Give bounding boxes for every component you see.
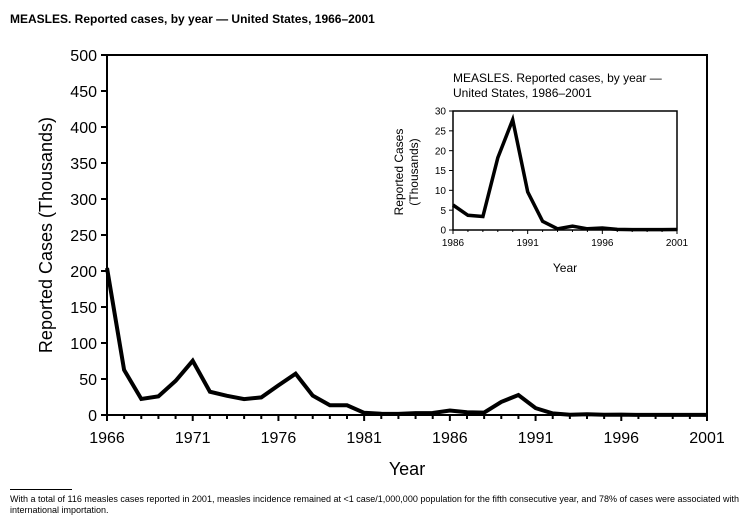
inset-x-tick-label: 1996: [591, 238, 614, 249]
main-y-tick-label: 50: [79, 372, 97, 389]
main-y-tick-label: 450: [70, 84, 97, 101]
main-series-line: [105, 267, 707, 417]
main-y-tick-label: 250: [70, 228, 97, 245]
main-y-tick-label: 150: [70, 300, 97, 317]
inset-y-axis-label-line1: Reported Cases: [392, 129, 406, 216]
main-y-tick-label: 350: [70, 156, 97, 173]
inset-x-tick-label: 1986: [442, 238, 465, 249]
main-x-tick-label: 1971: [175, 430, 211, 447]
main-y-tick-label: 0: [88, 408, 97, 425]
inset-y-tick-label: 25: [435, 126, 447, 137]
inset-y-tick-label: 5: [440, 206, 446, 217]
inset-title-line2: United States, 1986–2001: [453, 86, 592, 100]
main-x-axis-label: Year: [389, 459, 425, 479]
main-x-tick-label: 1976: [261, 430, 297, 447]
main-x-tick-label: 1986: [432, 430, 468, 447]
main-x-tick-label: 1966: [89, 430, 125, 447]
main-y-tick-label: 200: [70, 264, 97, 281]
inset-y-tick-label: 30: [435, 107, 447, 118]
main-y-tick-label: 400: [70, 120, 97, 137]
figure-title: MEASLES. Reported cases, by year — Unite…: [10, 12, 375, 26]
main-x-tick-label: 1981: [346, 430, 382, 447]
inset-x-axis-label: Year: [553, 261, 577, 275]
main-x-tick-label: 1991: [518, 430, 554, 447]
inset-y-tick-label: 10: [435, 186, 447, 197]
main-y-tick-label: 300: [70, 192, 97, 209]
main-x-tick-label: 1996: [603, 430, 639, 447]
footnote: With a total of 116 measles cases report…: [10, 494, 740, 515]
main-y-tick-label: 100: [70, 336, 97, 353]
main-y-axis-label: Reported Cases (Thousands): [36, 117, 56, 353]
inset-y-tick-label: 0: [440, 226, 446, 237]
main-y-tick-label: 500: [70, 48, 97, 65]
inset-x-tick-label: 1991: [517, 238, 540, 249]
inset-y-tick-label: 15: [435, 166, 447, 177]
inset-x-tick-label: 2001: [666, 238, 689, 249]
inset-background: [388, 60, 700, 288]
inset-y-tick-label: 20: [435, 146, 447, 157]
inset-y-axis-label-line2: (Thousands): [407, 138, 421, 205]
inset-title-line1: MEASLES. Reported cases, by year —: [453, 71, 662, 85]
footnote-rule: [10, 489, 72, 490]
main-x-tick-label: 2001: [689, 430, 725, 447]
inset-series-line: [452, 113, 678, 232]
